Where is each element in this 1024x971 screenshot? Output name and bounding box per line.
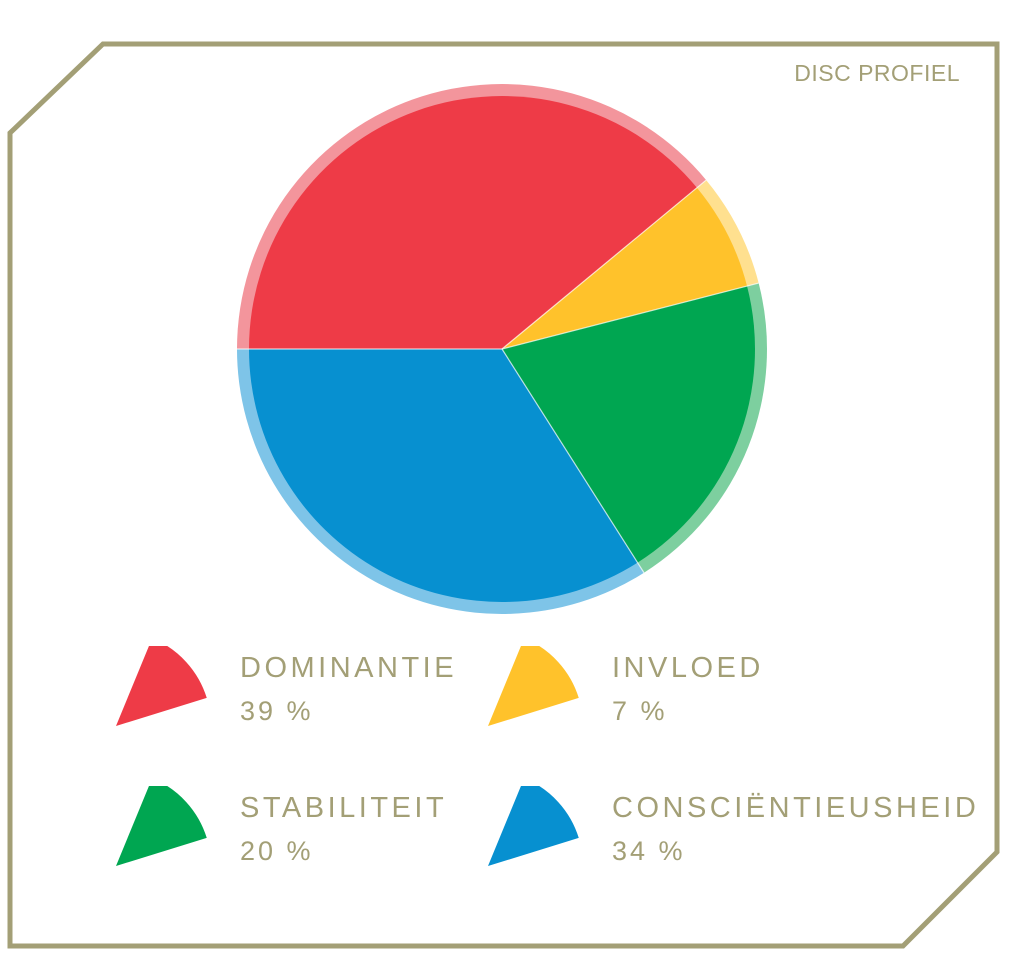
legend-value-invloed: 7 % <box>612 696 668 726</box>
legend-item-consciëntieusheid: CONSCIËNTIEUSHEID 34 % <box>486 786 976 886</box>
card-title: DISC PROFIEL <box>794 60 960 86</box>
legend-item-stabiliteit: STABILITEIT 20 % <box>114 786 494 886</box>
legend-label-dominantie: DOMINANTIE <box>240 652 458 684</box>
legend-swatch-stabiliteit <box>116 786 207 866</box>
legend-label-invloed: INVLOED <box>612 652 764 684</box>
legend-label-conscientieusheid: CONSCIËNTIEUSHEID <box>612 792 980 824</box>
legend-swatch-conscientieusheid <box>488 786 579 866</box>
legend-item-dominantie: DOMINANTIE 39 % <box>114 646 494 746</box>
legend-label-stabiliteit: STABILITEIT <box>240 792 448 824</box>
legend-swatch-shape <box>488 786 579 866</box>
legend-value-dominantie: 39 % <box>240 696 314 726</box>
pie-slice-stabiliteit <box>502 286 755 563</box>
legend-swatch-invloed <box>488 646 579 726</box>
pie-slice-separator <box>501 348 645 574</box>
legend-value-stabiliteit: 20 % <box>240 836 314 866</box>
pie-slice-separator <box>501 282 759 350</box>
pie-slice-dominantie <box>249 95 697 350</box>
pie-slice-separator <box>501 179 707 350</box>
pie-slice-conscientieusheid <box>249 349 638 602</box>
legend-swatch-shape <box>488 646 579 726</box>
legend-swatch-shape <box>116 786 207 866</box>
legend-swatch-shape <box>116 646 207 726</box>
pie-slice-invloed <box>502 187 748 349</box>
legend-item-invloed: INVLOED 7 % <box>486 646 866 746</box>
legend-value-conscientieusheid: 34 % <box>612 836 686 866</box>
legend-swatch-dominantie <box>116 646 207 726</box>
